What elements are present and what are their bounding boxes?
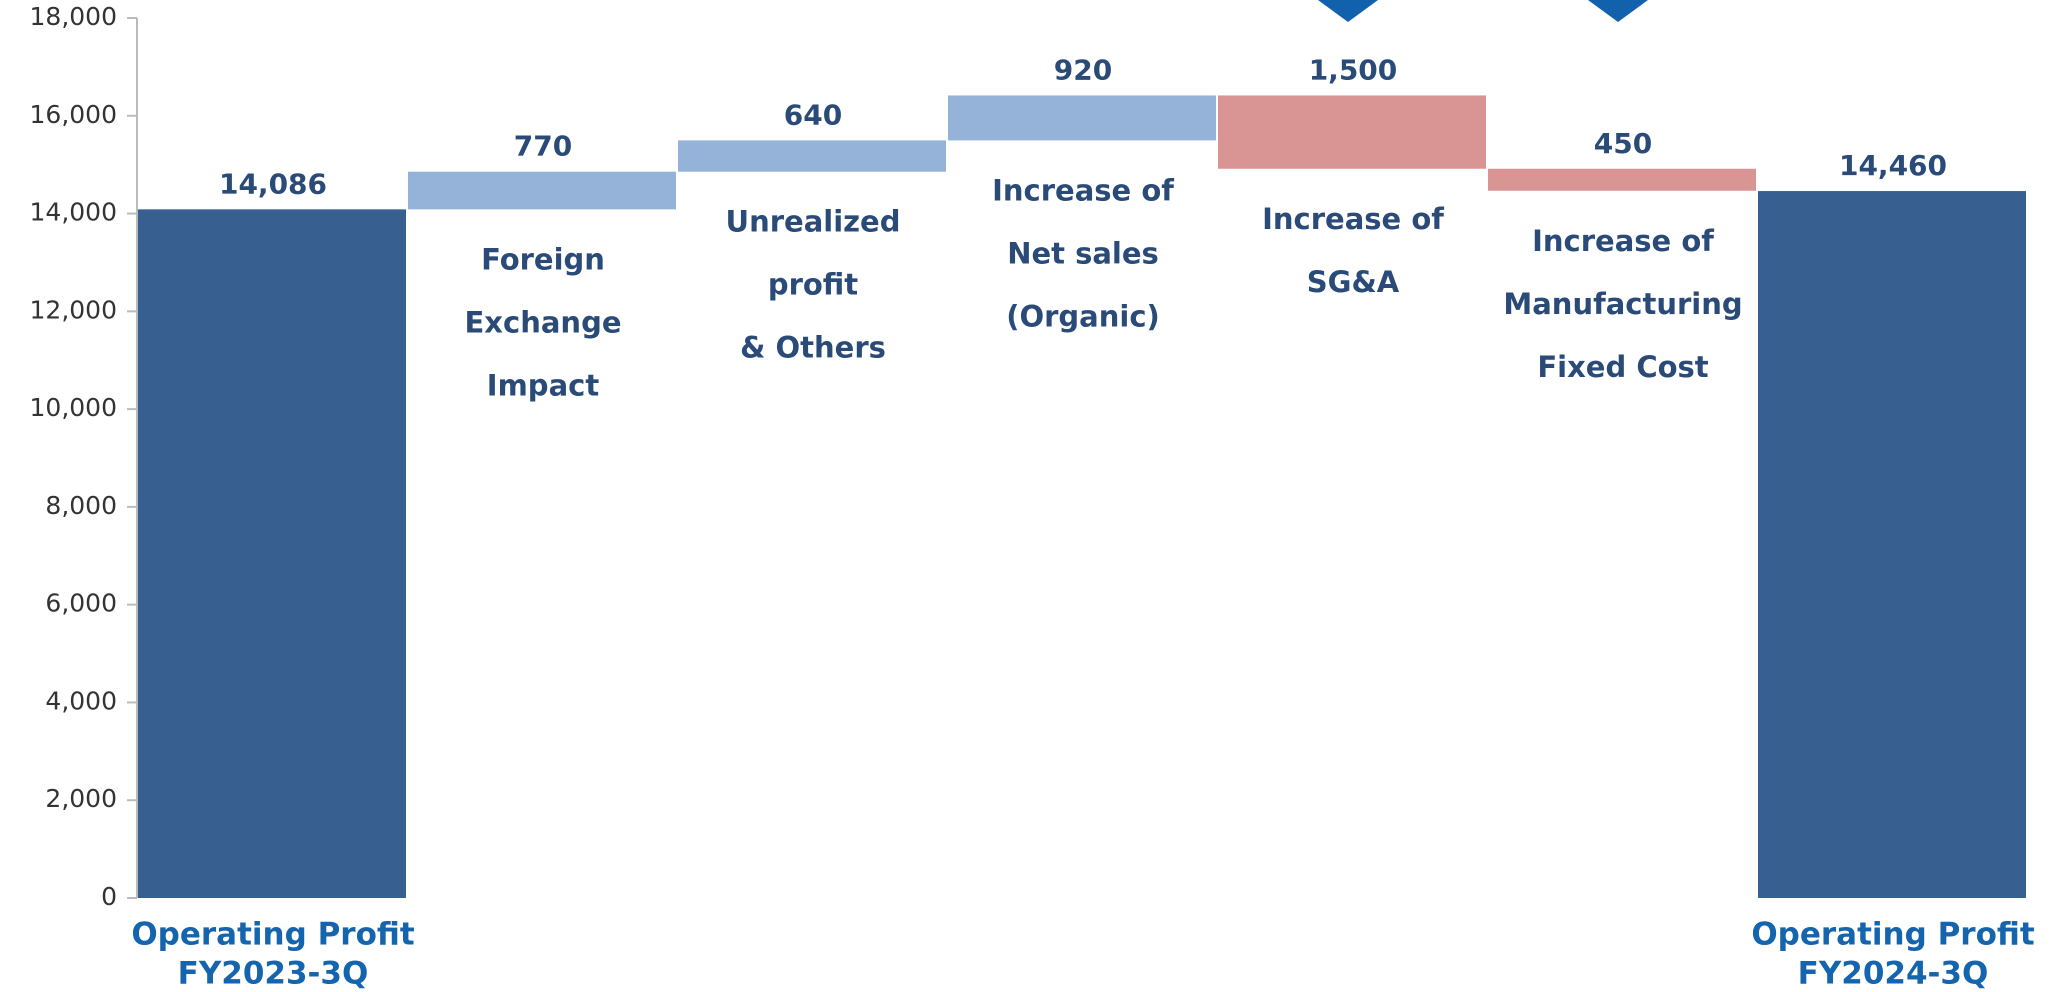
value-label: 450 (1594, 127, 1652, 160)
category-label: Unrealized (726, 205, 901, 239)
bar (1488, 168, 1756, 191)
category-label: FY2024-3Q (1798, 956, 1989, 992)
category-label: Operating Profit (131, 917, 415, 953)
value-label: 1,500 (1309, 53, 1398, 86)
category-label: FY2023-3Q (178, 956, 369, 992)
y-tick-label: 14,000 (30, 198, 117, 227)
category-label: Increase of (1532, 224, 1714, 258)
category-label: Foreign (481, 242, 605, 276)
category-label: (Organic) (1006, 299, 1160, 333)
category-label: Operating Profit (1751, 917, 2035, 953)
y-tick-label: 18,000 (30, 2, 117, 31)
y-tick-label: 6,000 (45, 589, 117, 618)
y-tick-label: 16,000 (30, 100, 117, 129)
category-label: Fixed Cost (1537, 350, 1708, 384)
category-label: profit (768, 268, 858, 302)
bar (948, 95, 1216, 141)
y-tick-label: 2,000 (45, 784, 117, 813)
y-tick-label: 10,000 (30, 393, 117, 422)
category-label: SG&A (1307, 265, 1400, 299)
category-label: & Others (740, 331, 886, 365)
y-tick-label: 8,000 (45, 491, 117, 520)
category-label: Impact (487, 368, 600, 402)
arrow-icon (1318, 0, 1378, 22)
y-tick-label: 12,000 (30, 295, 117, 324)
value-label: 14,086 (219, 167, 327, 200)
category-label: Net sales (1007, 236, 1159, 270)
bar (678, 140, 946, 172)
category-label: Exchange (465, 305, 622, 339)
y-tick-label: 0 (101, 882, 117, 911)
bar (1218, 95, 1486, 169)
category-label: Increase of (992, 173, 1174, 207)
bar (138, 209, 406, 899)
value-label: 770 (514, 130, 572, 163)
category-label: Increase of (1262, 202, 1444, 236)
value-label: 14,460 (1839, 149, 1947, 182)
bar (408, 171, 676, 210)
arrow-icon (1588, 0, 1648, 22)
value-label: 920 (1054, 53, 1112, 86)
category-label: Manufacturing (1503, 287, 1742, 321)
value-label: 640 (784, 98, 842, 131)
y-tick-label: 4,000 (45, 686, 117, 715)
bar (1758, 191, 2026, 899)
